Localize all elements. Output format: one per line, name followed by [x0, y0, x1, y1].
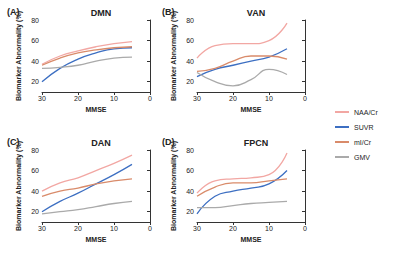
svg-text:0: 0: [303, 95, 307, 102]
svg-text:0: 0: [148, 225, 152, 232]
svg-text:10: 10: [265, 95, 273, 102]
svg-text:10: 10: [110, 225, 118, 232]
svg-text:20: 20: [186, 78, 194, 85]
svg-text:40: 40: [186, 188, 194, 195]
svg-text:60: 60: [31, 167, 39, 174]
svg-text:(D): (D): [162, 137, 175, 147]
svg-text:mI/Cr: mI/Cr: [354, 139, 372, 146]
svg-text:40: 40: [186, 58, 194, 65]
svg-text:GMV: GMV: [354, 154, 370, 161]
svg-text:60: 60: [186, 37, 194, 44]
svg-text:0: 0: [148, 95, 152, 102]
svg-text:(B): (B): [162, 7, 175, 17]
svg-text:Biomarker Abnormality (%): Biomarker Abnormality (%): [170, 141, 178, 231]
svg-text:20: 20: [31, 78, 39, 85]
svg-text:20: 20: [74, 95, 82, 102]
svg-text:40: 40: [31, 58, 39, 65]
svg-text:40: 40: [31, 188, 39, 195]
svg-text:MMSE: MMSE: [86, 106, 107, 113]
svg-text:20: 20: [186, 208, 194, 215]
svg-text:60: 60: [31, 37, 39, 44]
svg-text:30: 30: [38, 95, 46, 102]
svg-text:30: 30: [193, 95, 201, 102]
svg-text:(A): (A): [7, 7, 20, 17]
svg-text:DMN: DMN: [91, 8, 112, 18]
svg-text:DAN: DAN: [91, 138, 111, 148]
svg-text:60: 60: [186, 167, 194, 174]
svg-text:MMSE: MMSE: [241, 106, 262, 113]
svg-text:NAA/Cr: NAA/Cr: [354, 109, 378, 116]
svg-text:20: 20: [229, 95, 237, 102]
svg-text:(C): (C): [7, 137, 20, 147]
svg-text:80: 80: [31, 147, 39, 154]
svg-text:FPCN: FPCN: [244, 138, 269, 148]
svg-text:Biomarker Abnormality (%): Biomarker Abnormality (%): [170, 11, 178, 101]
svg-text:10: 10: [265, 225, 273, 232]
svg-text:80: 80: [186, 17, 194, 24]
svg-text:80: 80: [31, 17, 39, 24]
svg-text:80: 80: [186, 147, 194, 154]
svg-text:SUVR: SUVR: [354, 124, 373, 131]
svg-text:MMSE: MMSE: [241, 236, 262, 243]
svg-text:VAN: VAN: [247, 8, 265, 18]
svg-text:30: 30: [193, 225, 201, 232]
svg-text:MMSE: MMSE: [86, 236, 107, 243]
svg-text:0: 0: [303, 225, 307, 232]
svg-text:20: 20: [229, 225, 237, 232]
svg-text:20: 20: [74, 225, 82, 232]
svg-text:Biomarker Abnormality (%): Biomarker Abnormality (%): [15, 141, 23, 231]
svg-text:Biomarker Abnormality (%): Biomarker Abnormality (%): [15, 11, 23, 101]
svg-text:20: 20: [31, 208, 39, 215]
svg-text:10: 10: [110, 95, 118, 102]
svg-text:30: 30: [38, 225, 46, 232]
